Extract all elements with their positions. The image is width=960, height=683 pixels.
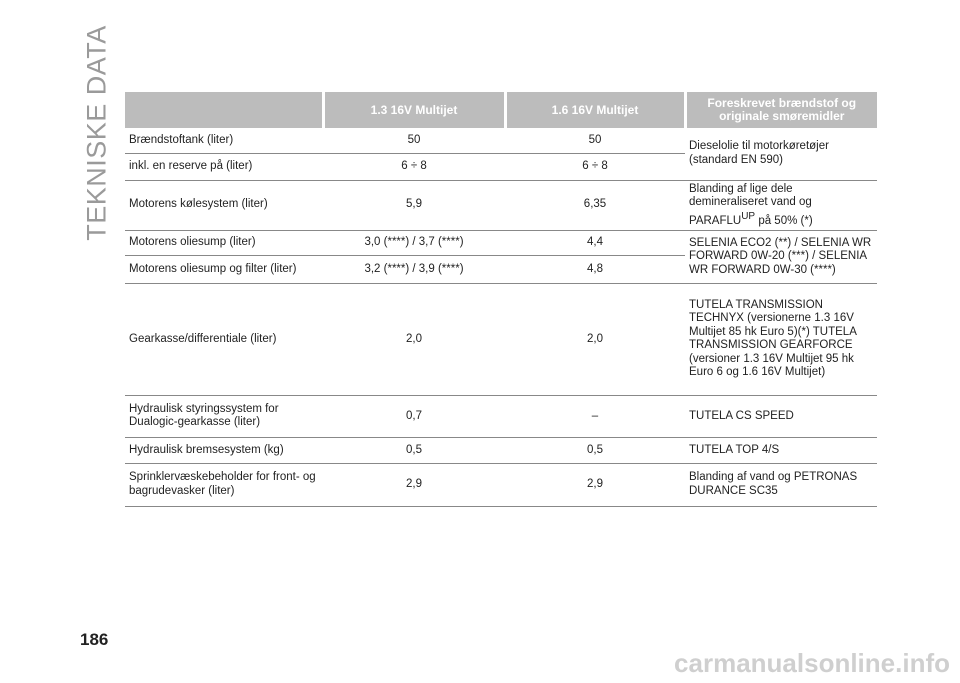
table-cell: Blanding af lige dele demineraliseret va… xyxy=(685,180,877,231)
header-cell: 1.3 16V Multijet xyxy=(321,92,505,128)
header-cell: Foreskrevet brændstof og originale smøre… xyxy=(683,92,877,128)
table-cell: 2,9 xyxy=(505,463,685,507)
table-cell: 50 xyxy=(323,128,505,154)
table-cell: 3,0 (****) / 3,7 (****) xyxy=(323,230,505,256)
table-cell: TUTELA TOP 4/S xyxy=(685,437,877,464)
table-cell: Gearkasse/differentiale (liter) xyxy=(125,283,323,396)
spec-table: 1.3 16V Multijet 1.6 16V Multijet Foreskre… xyxy=(125,92,877,507)
header-cell: 1.6 16V Multijet xyxy=(503,92,685,128)
watermark: carmanualsonline.info xyxy=(674,648,950,678)
table-cell: Hydraulisk styringssystem for Dualogic-g… xyxy=(125,395,323,438)
table-row: Motorens kølesystem (liter) 5,9 6,35 Blandi… xyxy=(125,180,877,231)
table-cell: Sprinklervæskebeholder for front- og bag… xyxy=(125,463,323,507)
table-cell: 3,2 (****) / 3,9 (****) xyxy=(323,255,505,284)
table-row: Hydraulisk styringssystem for Dualogic-g… xyxy=(125,395,877,438)
header-cell xyxy=(125,92,323,128)
table-cell: Motorens oliesump og filter (liter) xyxy=(125,255,323,284)
table-cell: TUTELA TRANSMISSION TECHNYX (versionerne… xyxy=(685,283,877,396)
table-cell: 5,9 xyxy=(323,180,505,231)
table-cell: 6 ÷ 8 xyxy=(505,153,685,181)
table-row: Brændstoftank (liter) 50 50 Dieselolie til … xyxy=(125,128,877,181)
table-cell: – xyxy=(505,395,685,438)
table-cell: Blanding af vand og PETRONAS DURANCE SC3… xyxy=(685,463,877,507)
table-cell: 2,0 xyxy=(505,283,685,396)
table-cell: 50 xyxy=(505,128,685,154)
table-cell: 2,9 xyxy=(323,463,505,507)
section-title: TEKNISKE DATA xyxy=(81,25,112,241)
table-cell: 0,7 xyxy=(323,395,505,438)
table-row: Motorens oliesump og filter (liter) 3,2 (… xyxy=(125,255,877,284)
table-cell: 6,35 xyxy=(505,180,685,231)
table-row: Motorens oliesump (liter) 3,0 (****) / 3,… xyxy=(125,230,877,284)
table-cell: 2,0 xyxy=(323,283,505,396)
page-number: 186 xyxy=(80,630,109,649)
table-row: Sprinklervæskebeholder for front- og bag… xyxy=(125,463,877,507)
table-cell: Hydraulisk bremsesystem (kg) xyxy=(125,437,323,464)
header-row: 1.3 16V Multijet 1.6 16V Multijet Foreskre… xyxy=(125,92,877,128)
cell-text: Blanding af lige dele demineraliseret va… xyxy=(689,182,812,227)
table-cell: inkl. en reserve på (liter) xyxy=(125,153,323,181)
table-cell: Motorens oliesump (liter) xyxy=(125,230,323,256)
table-cell: 6 ÷ 8 xyxy=(323,153,505,181)
table-cell: 4,8 xyxy=(505,255,685,284)
table-cell: Motorens kølesystem (liter) xyxy=(125,180,323,231)
table-row: Gearkasse/differentiale (liter) 2,0 2,0 TUT… xyxy=(125,283,877,396)
table-cell: 4,4 xyxy=(505,230,685,256)
table-cell: SELENIA ECO2 (**) / SELENIA WR FORWARD 0… xyxy=(685,230,877,284)
table-cell: Brændstoftank (liter) xyxy=(125,128,323,154)
table-cell: 0,5 xyxy=(505,437,685,464)
cell-text: på 50% (*) xyxy=(758,214,813,227)
table-cell: Dieselolie til motorkøretøjer (standard … xyxy=(685,128,877,181)
table-cell: TUTELA CS SPEED xyxy=(685,395,877,438)
table-row: Hydraulisk bremsesystem (kg) 0,5 0,5 TUTELA… xyxy=(125,437,877,464)
table-cell: 0,5 xyxy=(323,437,505,464)
superscript: UP xyxy=(741,210,756,222)
